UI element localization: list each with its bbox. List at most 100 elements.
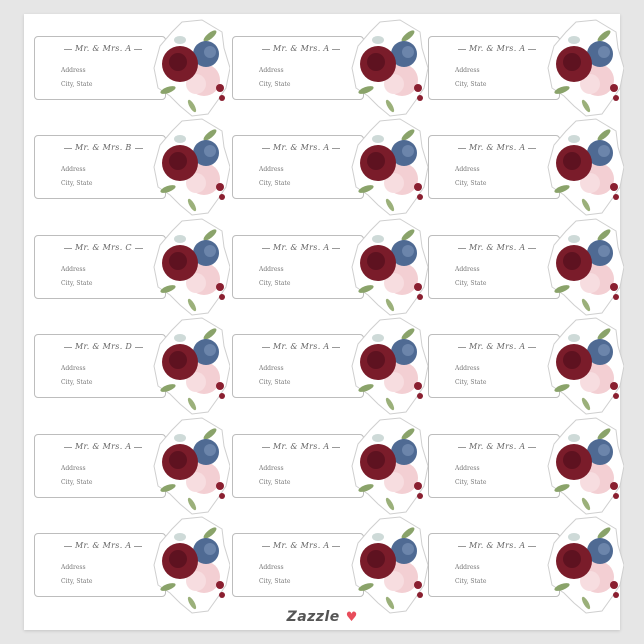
heart-icon[interactable]: ♥ <box>345 610 358 625</box>
address-sticker[interactable]: Mr. & Mrs. A Address City, State <box>232 316 432 416</box>
floral-bouquet-image <box>152 217 231 317</box>
label-box: Mr. & Mrs. A Address City, State <box>428 135 560 199</box>
label-box: Mr. & Mrs. A Address City, State <box>428 533 560 597</box>
label-box: Mr. & Mrs. B Address City, State <box>34 135 166 199</box>
label-box: Mr. & Mrs. A Address City, State <box>428 235 560 299</box>
address-line: Address <box>455 365 480 372</box>
address-line: Address <box>61 365 86 372</box>
address-line: Address <box>61 564 86 571</box>
zazzle-logo: Zazzle <box>286 609 340 625</box>
label-box: Mr. & Mrs. A Address City, State <box>232 135 364 199</box>
address-sticker[interactable]: Mr. & Mrs. A Address City, State <box>34 515 234 615</box>
label-box: Mr. & Mrs. A Address City, State <box>232 334 364 398</box>
address-line: Address <box>259 166 284 173</box>
recipient-name: Mr. & Mrs. A <box>455 44 539 53</box>
recipient-name: Mr. & Mrs. A <box>259 143 343 152</box>
address-sticker[interactable]: Mr. & Mrs. C Address City, State <box>34 217 234 317</box>
sticker-sheet: Zazzle ♥ Mr. & Mrs. A Address City, State… <box>24 14 625 630</box>
recipient-name: Mr. & Mrs. A <box>259 342 343 351</box>
address-line: Address <box>259 465 284 472</box>
floral-bouquet-image <box>350 416 429 516</box>
city-state-line: City, State <box>61 81 93 88</box>
address-sticker[interactable]: Mr. & Mrs. A Address City, State <box>232 416 432 516</box>
recipient-name: Mr. & Mrs. A <box>455 143 539 152</box>
city-state-line: City, State <box>259 180 291 187</box>
address-line: Address <box>259 266 284 273</box>
recipient-name: Mr. & Mrs. A <box>61 541 145 550</box>
label-box: Mr. & Mrs. A Address City, State <box>232 36 364 100</box>
address-line: Address <box>259 365 284 372</box>
address-line: Address <box>455 166 480 173</box>
floral-bouquet-image <box>546 515 625 615</box>
address-sticker[interactable]: Mr. & Mrs. A Address City, State <box>428 515 628 615</box>
city-state-line: City, State <box>259 578 291 585</box>
address-sticker[interactable]: Mr. & Mrs. A Address City, State <box>428 217 628 317</box>
recipient-name: Mr. & Mrs. B <box>61 143 146 152</box>
floral-bouquet-image <box>152 18 231 118</box>
city-state-line: City, State <box>259 280 291 287</box>
address-sticker[interactable]: Mr. & Mrs. A Address City, State <box>428 18 628 118</box>
address-sticker[interactable]: Mr. & Mrs. D Address City, State <box>34 316 234 416</box>
city-state-line: City, State <box>61 578 93 585</box>
address-sticker[interactable]: Mr. & Mrs. A Address City, State <box>428 117 628 217</box>
city-state-line: City, State <box>455 379 487 386</box>
city-state-line: City, State <box>259 81 291 88</box>
city-state-line: City, State <box>61 180 93 187</box>
recipient-name: Mr. & Mrs. A <box>455 342 539 351</box>
city-state-line: City, State <box>455 180 487 187</box>
address-sticker[interactable]: Mr. & Mrs. A Address City, State <box>232 18 432 118</box>
city-state-line: City, State <box>61 280 93 287</box>
address-line: Address <box>61 67 86 74</box>
label-box: Mr. & Mrs. C Address City, State <box>34 235 166 299</box>
floral-bouquet-image <box>152 416 231 516</box>
address-line: Address <box>61 166 86 173</box>
floral-bouquet-image <box>152 316 231 416</box>
floral-bouquet-image <box>546 217 625 317</box>
label-box: Mr. & Mrs. A Address City, State <box>428 434 560 498</box>
address-sticker[interactable]: Mr. & Mrs. A Address City, State <box>232 515 432 615</box>
floral-bouquet-image <box>546 117 625 217</box>
address-line: Address <box>455 266 480 273</box>
address-sticker[interactable]: Mr. & Mrs. A Address City, State <box>232 117 432 217</box>
label-box: Mr. & Mrs. A Address City, State <box>34 36 166 100</box>
label-box: Mr. & Mrs. A Address City, State <box>34 533 166 597</box>
footer: Zazzle ♥ <box>24 606 620 625</box>
address-sticker[interactable]: Mr. & Mrs. A Address City, State <box>428 416 628 516</box>
address-line: Address <box>61 465 86 472</box>
address-line: Address <box>455 67 480 74</box>
label-box: Mr. & Mrs. A Address City, State <box>232 235 364 299</box>
address-line: Address <box>455 465 480 472</box>
city-state-line: City, State <box>259 479 291 486</box>
address-sticker[interactable]: Mr. & Mrs. B Address City, State <box>34 117 234 217</box>
city-state-line: City, State <box>455 81 487 88</box>
address-line: Address <box>259 564 284 571</box>
address-sticker[interactable]: Mr. & Mrs. A Address City, State <box>232 217 432 317</box>
address-sticker[interactable]: Mr. & Mrs. A Address City, State <box>428 316 628 416</box>
address-line: Address <box>259 67 284 74</box>
address-line: Address <box>455 564 480 571</box>
recipient-name: Mr. & Mrs. A <box>455 541 539 550</box>
recipient-name: Mr. & Mrs. A <box>259 541 343 550</box>
label-box: Mr. & Mrs. A Address City, State <box>34 434 166 498</box>
recipient-name: Mr. & Mrs. A <box>259 44 343 53</box>
recipient-name: Mr. & Mrs. A <box>455 442 539 451</box>
floral-bouquet-image <box>546 416 625 516</box>
recipient-name: Mr. & Mrs. A <box>61 44 145 53</box>
recipient-name: Mr. & Mrs. C <box>61 243 146 252</box>
label-box: Mr. & Mrs. A Address City, State <box>428 334 560 398</box>
recipient-name: Mr. & Mrs. A <box>259 442 343 451</box>
floral-bouquet-image <box>152 515 231 615</box>
floral-bouquet-image <box>350 117 429 217</box>
floral-bouquet-image <box>546 18 625 118</box>
city-state-line: City, State <box>455 479 487 486</box>
floral-bouquet-image <box>546 316 625 416</box>
address-sticker[interactable]: Mr. & Mrs. A Address City, State <box>34 18 234 118</box>
city-state-line: City, State <box>61 379 93 386</box>
floral-bouquet-image <box>350 515 429 615</box>
address-line: Address <box>61 266 86 273</box>
recipient-name: Mr. & Mrs. A <box>455 243 539 252</box>
label-box: Mr. & Mrs. D Address City, State <box>34 334 166 398</box>
address-sticker[interactable]: Mr. & Mrs. A Address City, State <box>34 416 234 516</box>
city-state-line: City, State <box>259 379 291 386</box>
recipient-name: Mr. & Mrs. A <box>259 243 343 252</box>
